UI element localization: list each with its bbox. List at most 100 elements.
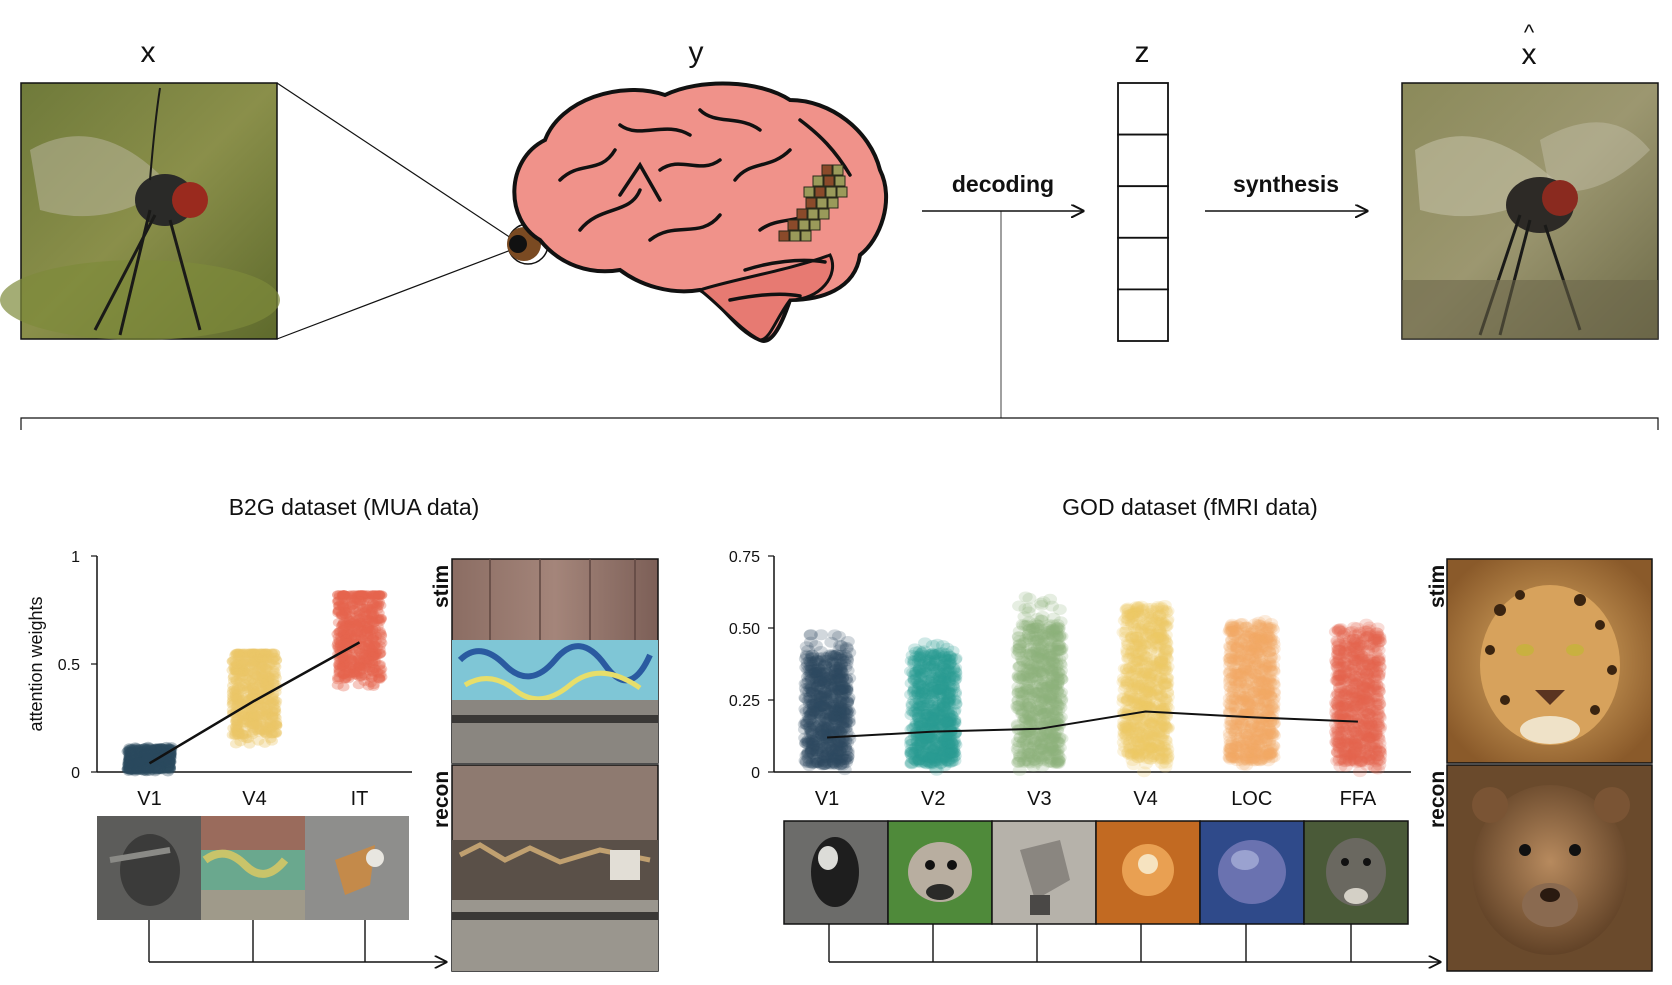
y-tick-label: 0.50 (729, 621, 760, 638)
brain-response-label: y (689, 36, 704, 69)
latent-cell (1118, 135, 1168, 187)
view-cone-bottom (277, 250, 511, 339)
data-point (1037, 596, 1051, 607)
data-point (1036, 670, 1050, 681)
data-point (1132, 683, 1146, 694)
b2g-recon-image (452, 765, 658, 971)
data-point (1160, 697, 1174, 708)
data-point (140, 767, 152, 776)
data-point (1013, 751, 1027, 762)
data-point (1263, 725, 1277, 736)
latent-cell (1118, 238, 1168, 290)
b2g-stim-image (452, 559, 658, 763)
data-point (816, 700, 830, 711)
data-point (807, 758, 821, 769)
data-point (1151, 730, 1165, 741)
data-point (1141, 698, 1155, 709)
data-point (231, 694, 243, 703)
electrode (799, 220, 809, 230)
data-point (1038, 693, 1052, 704)
data-point (1045, 742, 1059, 753)
data-point (1144, 670, 1158, 681)
data-point (926, 640, 940, 651)
data-point (233, 651, 245, 660)
latent-label: z (1135, 36, 1150, 69)
data-point (841, 665, 855, 676)
data-point (1121, 653, 1135, 664)
data-point (347, 616, 359, 625)
point-cloud-ffa (1329, 619, 1387, 777)
data-point (1242, 699, 1256, 710)
b2g-it-recon-image (305, 816, 409, 920)
data-point (353, 680, 365, 689)
category-label-loc: LOC (1231, 788, 1272, 810)
point-cloud-v4 (226, 649, 282, 749)
electrode (819, 209, 829, 219)
electrode (824, 176, 834, 186)
data-point (1047, 653, 1061, 664)
data-point (356, 649, 368, 658)
data-point (1256, 677, 1270, 688)
data-point (907, 656, 921, 667)
latent-cell (1118, 83, 1168, 135)
data-point (808, 664, 822, 675)
data-point (915, 729, 929, 740)
b2g-region-connector (149, 920, 446, 962)
reconstructed-fly-image (1402, 83, 1658, 339)
data-point (122, 760, 134, 769)
data-point (1150, 633, 1164, 644)
data-point (1055, 642, 1069, 653)
data-point (1231, 642, 1245, 653)
data-point (1155, 620, 1169, 631)
data-point (909, 755, 923, 766)
y-tick-label: 0 (751, 765, 760, 782)
data-point (1224, 682, 1238, 693)
point-cloud-it (331, 590, 387, 691)
data-point (1245, 738, 1259, 749)
stimulus-label: x (141, 36, 156, 69)
data-point (1019, 716, 1033, 727)
electrode (804, 187, 814, 197)
data-point (247, 649, 259, 658)
data-point (264, 699, 276, 708)
data-point (1054, 674, 1068, 685)
category-label-v3: V3 (1027, 788, 1051, 810)
data-point (1267, 644, 1281, 655)
data-point (1025, 692, 1039, 703)
data-point (914, 668, 928, 679)
category-label-v4: V4 (1133, 788, 1157, 810)
category-label-v2: V2 (921, 788, 945, 810)
electrode (808, 209, 818, 219)
category-label-v1: V1 (137, 788, 161, 810)
data-point (1236, 710, 1250, 721)
data-point (1224, 738, 1238, 749)
data-point (1264, 700, 1278, 711)
data-point (1143, 620, 1157, 631)
data-point (942, 658, 956, 669)
data-point (344, 661, 356, 670)
data-point (815, 725, 829, 736)
data-point (801, 695, 815, 706)
point-cloud-v1 (122, 742, 178, 777)
data-point (1245, 649, 1259, 660)
electrode (813, 176, 823, 186)
electrode (797, 209, 807, 219)
point-cloud-v2 (904, 637, 962, 775)
data-point (367, 667, 379, 676)
electrode (817, 198, 827, 208)
data-point (1160, 681, 1174, 692)
data-point (360, 604, 372, 613)
stimulus-fly-image (0, 83, 280, 340)
data-point (911, 686, 925, 697)
y-tick-label: 0 (71, 765, 80, 782)
data-point (828, 658, 842, 669)
data-point (835, 640, 849, 651)
electrode (806, 198, 816, 208)
electrode (828, 198, 838, 208)
electrode (837, 187, 847, 197)
data-point (229, 731, 241, 740)
data-point (338, 594, 350, 603)
data-point (836, 760, 850, 771)
